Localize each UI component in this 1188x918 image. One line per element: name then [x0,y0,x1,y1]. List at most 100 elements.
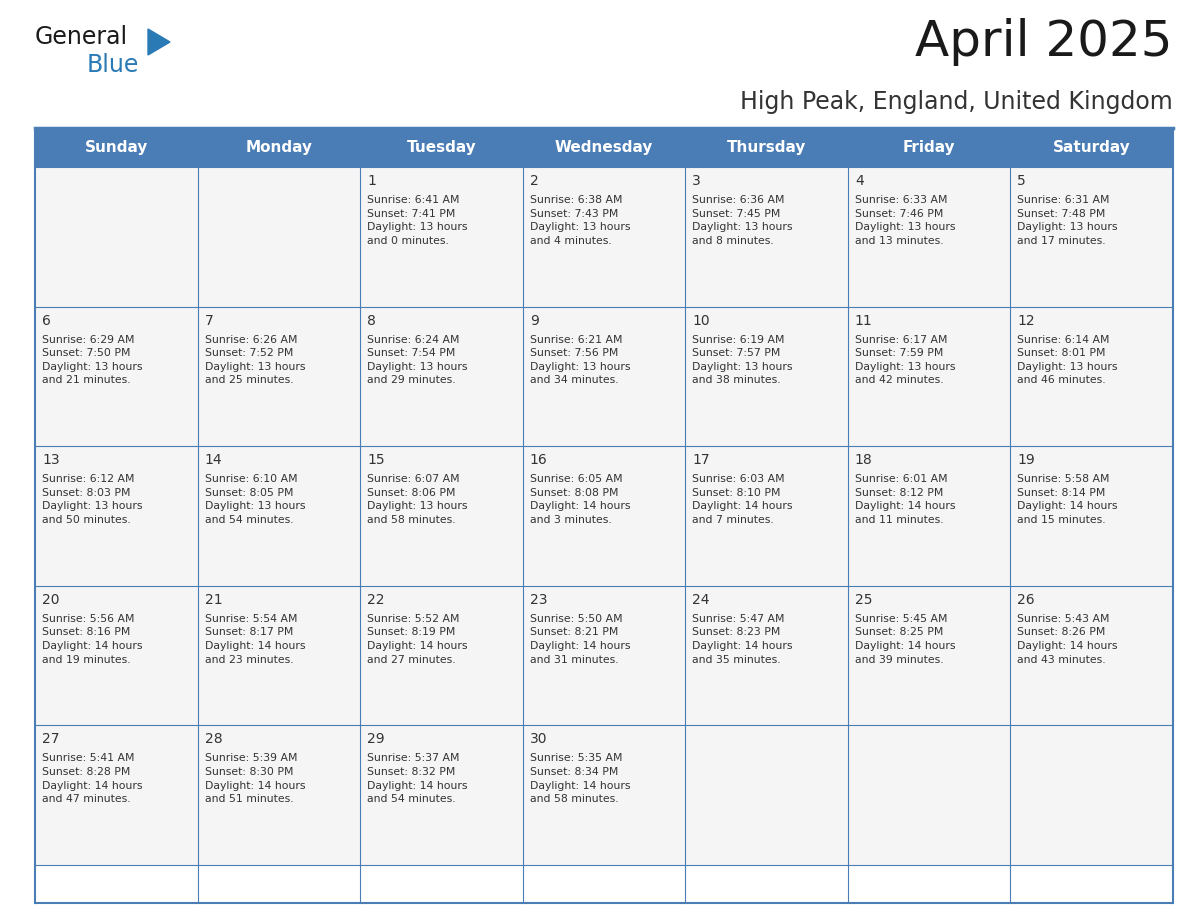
Bar [685,446,848,586]
Bar [34,586,197,725]
Text: 4: 4 [855,174,864,188]
Text: 8: 8 [367,314,377,328]
Text: 3: 3 [693,174,701,188]
Bar [848,307,1011,446]
Text: Sunrise: 6:10 AM
Sunset: 8:05 PM
Daylight: 13 hours
and 54 minutes.: Sunrise: 6:10 AM Sunset: 8:05 PM Dayligh… [204,475,305,525]
Text: 15: 15 [367,453,385,467]
Text: Sunrise: 6:36 AM
Sunset: 7:45 PM
Daylight: 13 hours
and 8 minutes.: Sunrise: 6:36 AM Sunset: 7:45 PM Dayligh… [693,195,792,246]
Text: Sunrise: 6:29 AM
Sunset: 7:50 PM
Daylight: 13 hours
and 21 minutes.: Sunrise: 6:29 AM Sunset: 7:50 PM Dayligh… [42,334,143,386]
Text: 6: 6 [42,314,51,328]
Text: Thursday: Thursday [727,140,807,155]
Bar [197,725,360,865]
Text: 27: 27 [42,733,59,746]
Bar [848,725,1011,865]
Bar [685,586,848,725]
Text: Sunrise: 5:45 AM
Sunset: 8:25 PM
Daylight: 14 hours
and 39 minutes.: Sunrise: 5:45 AM Sunset: 8:25 PM Dayligh… [855,614,955,665]
Text: 11: 11 [855,314,873,328]
Text: 7: 7 [204,314,214,328]
Bar [685,725,848,865]
Text: 22: 22 [367,593,385,607]
Text: 16: 16 [530,453,548,467]
Bar [34,446,197,586]
Text: Sunrise: 6:17 AM
Sunset: 7:59 PM
Daylight: 13 hours
and 42 minutes.: Sunrise: 6:17 AM Sunset: 7:59 PM Dayligh… [855,334,955,386]
Text: Blue: Blue [87,53,139,77]
Text: 25: 25 [855,593,872,607]
Text: 26: 26 [1017,593,1035,607]
Text: High Peak, England, United Kingdom: High Peak, England, United Kingdom [740,90,1173,114]
Text: Sunrise: 6:41 AM
Sunset: 7:41 PM
Daylight: 13 hours
and 0 minutes.: Sunrise: 6:41 AM Sunset: 7:41 PM Dayligh… [367,195,468,246]
Text: Sunrise: 5:56 AM
Sunset: 8:16 PM
Daylight: 14 hours
and 19 minutes.: Sunrise: 5:56 AM Sunset: 8:16 PM Dayligh… [42,614,143,665]
Text: Monday: Monday [246,140,312,155]
Bar [34,167,197,307]
Text: 24: 24 [693,593,709,607]
Bar [360,725,523,865]
Bar [523,586,685,725]
Text: Wednesday: Wednesday [555,140,653,155]
Text: 18: 18 [855,453,873,467]
Bar [34,725,197,865]
Text: Sunrise: 5:50 AM
Sunset: 8:21 PM
Daylight: 14 hours
and 31 minutes.: Sunrise: 5:50 AM Sunset: 8:21 PM Dayligh… [530,614,630,665]
Bar [1011,167,1173,307]
Bar [34,129,1173,167]
Text: Sunrise: 6:01 AM
Sunset: 8:12 PM
Daylight: 14 hours
and 11 minutes.: Sunrise: 6:01 AM Sunset: 8:12 PM Dayligh… [855,475,955,525]
Text: 19: 19 [1017,453,1035,467]
Bar [360,586,523,725]
Text: Sunrise: 5:35 AM
Sunset: 8:34 PM
Daylight: 14 hours
and 58 minutes.: Sunrise: 5:35 AM Sunset: 8:34 PM Dayligh… [530,754,630,804]
Text: 5: 5 [1017,174,1026,188]
Bar [523,446,685,586]
Text: Sunrise: 6:26 AM
Sunset: 7:52 PM
Daylight: 13 hours
and 25 minutes.: Sunrise: 6:26 AM Sunset: 7:52 PM Dayligh… [204,334,305,386]
Text: 14: 14 [204,453,222,467]
Text: Sunrise: 5:47 AM
Sunset: 8:23 PM
Daylight: 14 hours
and 35 minutes.: Sunrise: 5:47 AM Sunset: 8:23 PM Dayligh… [693,614,792,665]
Bar [1011,307,1173,446]
Text: Sunrise: 5:37 AM
Sunset: 8:32 PM
Daylight: 14 hours
and 54 minutes.: Sunrise: 5:37 AM Sunset: 8:32 PM Dayligh… [367,754,468,804]
Bar [197,446,360,586]
Text: Friday: Friday [903,140,955,155]
Bar [523,167,685,307]
Text: 23: 23 [530,593,548,607]
Text: 9: 9 [530,314,538,328]
Text: 30: 30 [530,733,548,746]
Text: Sunrise: 6:03 AM
Sunset: 8:10 PM
Daylight: 14 hours
and 7 minutes.: Sunrise: 6:03 AM Sunset: 8:10 PM Dayligh… [693,475,792,525]
Text: Sunrise: 5:52 AM
Sunset: 8:19 PM
Daylight: 14 hours
and 27 minutes.: Sunrise: 5:52 AM Sunset: 8:19 PM Dayligh… [367,614,468,665]
Bar [197,307,360,446]
Bar [685,167,848,307]
Text: Tuesday: Tuesday [406,140,476,155]
Bar [848,586,1011,725]
Polygon shape [148,29,170,55]
Text: Sunrise: 6:05 AM
Sunset: 8:08 PM
Daylight: 14 hours
and 3 minutes.: Sunrise: 6:05 AM Sunset: 8:08 PM Dayligh… [530,475,630,525]
Bar [523,725,685,865]
Text: Saturday: Saturday [1053,140,1131,155]
Text: 20: 20 [42,593,59,607]
Bar [34,307,197,446]
Text: 29: 29 [367,733,385,746]
Text: 1: 1 [367,174,377,188]
Text: 12: 12 [1017,314,1035,328]
Text: Sunrise: 5:41 AM
Sunset: 8:28 PM
Daylight: 14 hours
and 47 minutes.: Sunrise: 5:41 AM Sunset: 8:28 PM Dayligh… [42,754,143,804]
Text: Sunrise: 5:39 AM
Sunset: 8:30 PM
Daylight: 14 hours
and 51 minutes.: Sunrise: 5:39 AM Sunset: 8:30 PM Dayligh… [204,754,305,804]
Text: Sunrise: 6:19 AM
Sunset: 7:57 PM
Daylight: 13 hours
and 38 minutes.: Sunrise: 6:19 AM Sunset: 7:57 PM Dayligh… [693,334,792,386]
Text: 28: 28 [204,733,222,746]
Bar [848,167,1011,307]
Text: Sunrise: 5:43 AM
Sunset: 8:26 PM
Daylight: 14 hours
and 43 minutes.: Sunrise: 5:43 AM Sunset: 8:26 PM Dayligh… [1017,614,1118,665]
Text: General: General [34,25,128,49]
Text: Sunrise: 6:31 AM
Sunset: 7:48 PM
Daylight: 13 hours
and 17 minutes.: Sunrise: 6:31 AM Sunset: 7:48 PM Dayligh… [1017,195,1118,246]
Bar [1011,586,1173,725]
Bar [1011,446,1173,586]
Text: 17: 17 [693,453,710,467]
Bar [1011,725,1173,865]
Text: Sunrise: 6:12 AM
Sunset: 8:03 PM
Daylight: 13 hours
and 50 minutes.: Sunrise: 6:12 AM Sunset: 8:03 PM Dayligh… [42,475,143,525]
Bar [360,307,523,446]
Text: Sunrise: 5:54 AM
Sunset: 8:17 PM
Daylight: 14 hours
and 23 minutes.: Sunrise: 5:54 AM Sunset: 8:17 PM Dayligh… [204,614,305,665]
Bar [197,586,360,725]
Bar [523,307,685,446]
Text: Sunrise: 6:38 AM
Sunset: 7:43 PM
Daylight: 13 hours
and 4 minutes.: Sunrise: 6:38 AM Sunset: 7:43 PM Dayligh… [530,195,630,246]
Text: 13: 13 [42,453,59,467]
Text: Sunrise: 6:14 AM
Sunset: 8:01 PM
Daylight: 13 hours
and 46 minutes.: Sunrise: 6:14 AM Sunset: 8:01 PM Dayligh… [1017,334,1118,386]
Bar [197,167,360,307]
Text: Sunday: Sunday [84,140,148,155]
Text: 21: 21 [204,593,222,607]
Text: Sunrise: 6:21 AM
Sunset: 7:56 PM
Daylight: 13 hours
and 34 minutes.: Sunrise: 6:21 AM Sunset: 7:56 PM Dayligh… [530,334,630,386]
Text: Sunrise: 5:58 AM
Sunset: 8:14 PM
Daylight: 14 hours
and 15 minutes.: Sunrise: 5:58 AM Sunset: 8:14 PM Dayligh… [1017,475,1118,525]
Text: April 2025: April 2025 [916,18,1173,66]
Text: 10: 10 [693,314,710,328]
